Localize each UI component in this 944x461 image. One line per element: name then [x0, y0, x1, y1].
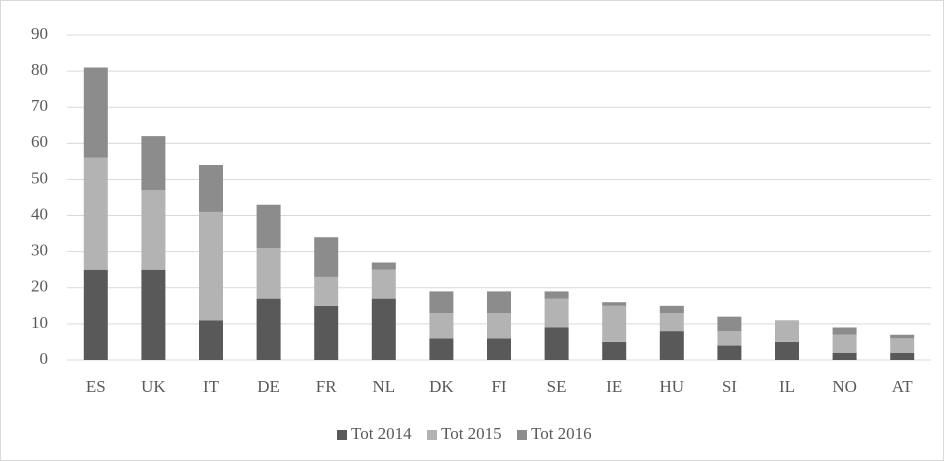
- bar-segment: [544, 291, 569, 299]
- bar-segment: [314, 305, 339, 360]
- bar-segment: [429, 338, 454, 360]
- bar-segment: [717, 316, 742, 332]
- x-tick-label: NL: [372, 377, 395, 396]
- legend-label: Tot 2015: [441, 424, 502, 443]
- x-tick-label: IT: [203, 377, 220, 396]
- bar-segment: [544, 327, 569, 360]
- x-tick-label: AT: [892, 377, 913, 396]
- bar-segment: [717, 331, 742, 346]
- bar-segment: [890, 338, 915, 353]
- x-tick-label: NO: [832, 377, 857, 396]
- bar-segment: [487, 338, 511, 360]
- bar-segment: [890, 334, 915, 339]
- bar-segment: [83, 269, 108, 360]
- bar-segment: [314, 276, 339, 306]
- bar-segment: [832, 327, 857, 335]
- x-tick-label: ES: [86, 377, 106, 396]
- legend-label: Tot 2014: [351, 424, 412, 443]
- y-tick-label: 0: [40, 349, 49, 368]
- bar-segment: [832, 334, 857, 353]
- bar-segment: [371, 269, 396, 299]
- legend-swatch: [337, 430, 347, 440]
- bar-segment: [199, 211, 223, 321]
- bar-segment: [141, 190, 166, 270]
- bar-segment: [602, 341, 627, 360]
- bar-segment: [487, 291, 511, 314]
- y-tick-label: 30: [31, 241, 48, 260]
- bar-segment: [659, 331, 684, 360]
- bar-segment: [199, 320, 223, 360]
- legend-swatch: [427, 430, 437, 440]
- bar-segment: [487, 313, 511, 339]
- y-tick-label: 10: [31, 313, 48, 332]
- bar-segment: [890, 352, 915, 360]
- x-tick-label: SE: [547, 377, 567, 396]
- bar-segment: [83, 157, 108, 270]
- bar-segment: [602, 305, 627, 342]
- x-tick-label: UK: [141, 377, 166, 396]
- x-tick-label: IL: [779, 377, 795, 396]
- bar-segment: [371, 262, 396, 270]
- bar-segment: [199, 165, 223, 212]
- y-tick-label: 20: [31, 277, 48, 296]
- bar-segment: [659, 313, 684, 332]
- bar-segment: [371, 298, 396, 360]
- bar-segment: [141, 269, 166, 360]
- y-tick-label: 80: [31, 60, 48, 79]
- bar-segment: [717, 345, 742, 360]
- bar-segment: [314, 237, 339, 277]
- y-tick-label: 40: [31, 204, 48, 223]
- bar-segment: [429, 291, 454, 314]
- bar-segment: [429, 313, 454, 339]
- x-tick-label: SI: [722, 377, 737, 396]
- bar-segment: [775, 341, 799, 360]
- bar-segment: [256, 248, 281, 299]
- x-tick-label: FR: [316, 377, 337, 396]
- x-tick-label: DK: [429, 377, 454, 396]
- bar-segment: [832, 352, 857, 360]
- bar-segment: [83, 67, 108, 158]
- x-tick-label: DE: [257, 377, 280, 396]
- x-tick-label: FI: [491, 377, 506, 396]
- legend-label: Tot 2016: [531, 424, 592, 443]
- bar-segment: [659, 305, 684, 314]
- x-tick-label: IE: [606, 377, 622, 396]
- bar-segment: [141, 136, 166, 191]
- bar-segment: [775, 320, 799, 342]
- y-tick-label: 70: [31, 96, 48, 115]
- bar-segment: [256, 298, 281, 360]
- bar-segment: [602, 302, 627, 306]
- legend-swatch: [517, 430, 527, 440]
- bar-segment: [544, 298, 569, 328]
- y-tick-label: 60: [31, 132, 48, 151]
- bar-segment: [256, 204, 281, 249]
- x-tick-label: HU: [660, 377, 685, 396]
- y-tick-label: 90: [31, 24, 48, 43]
- y-tick-label: 50: [31, 168, 48, 187]
